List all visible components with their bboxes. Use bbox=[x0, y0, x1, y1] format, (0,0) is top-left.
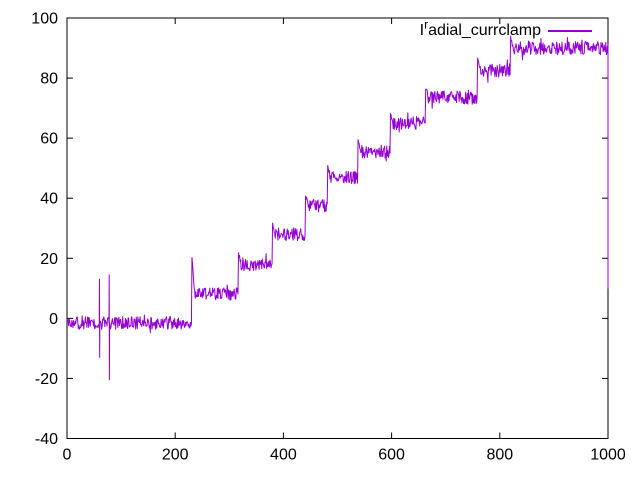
y-tick-label: 80 bbox=[40, 71, 58, 88]
x-tick-label: 600 bbox=[378, 447, 405, 464]
y-tick-label: 60 bbox=[40, 131, 58, 148]
plot-border bbox=[66, 17, 609, 439]
x-tick-label: 1000 bbox=[590, 447, 626, 464]
legend-label-superscript: r bbox=[424, 17, 429, 32]
legend-line-sample bbox=[548, 30, 592, 32]
x-tick-label: 800 bbox=[486, 447, 513, 464]
legend: Iradial_currclamp bbox=[419, 17, 592, 41]
legend-label: Iradial_currclamp bbox=[419, 17, 541, 41]
x-tick-label: 0 bbox=[63, 447, 72, 464]
y-tick-label: -40 bbox=[35, 431, 58, 448]
y-tick-label: 20 bbox=[40, 251, 58, 268]
y-tick-label: 40 bbox=[40, 191, 58, 208]
legend-label-rest: adial_currclamp bbox=[428, 22, 541, 39]
y-tick-label: 0 bbox=[49, 311, 58, 328]
x-tick-label: 200 bbox=[162, 447, 189, 464]
series-line bbox=[66, 35, 609, 381]
y-tick-label: 100 bbox=[31, 11, 58, 28]
x-tick-label: 400 bbox=[270, 447, 297, 464]
legend-label-base: I bbox=[419, 22, 425, 39]
y-tick-label: -20 bbox=[35, 371, 58, 388]
